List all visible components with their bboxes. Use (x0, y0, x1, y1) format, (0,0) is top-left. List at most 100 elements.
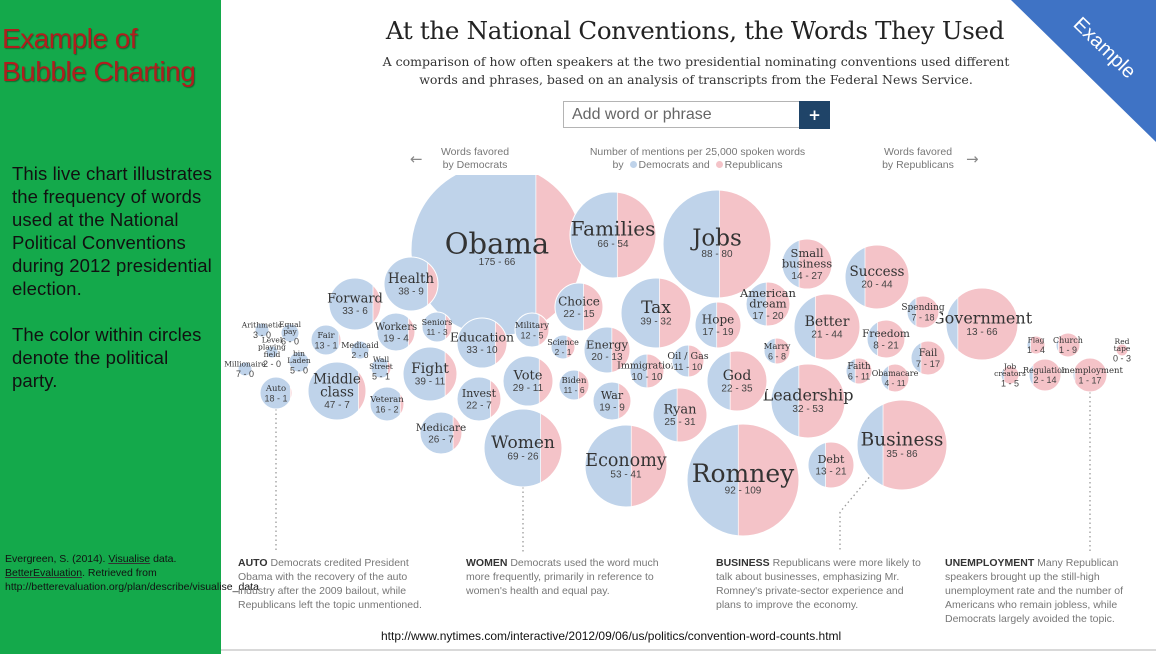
bubble-value-label: 25 - 31 (664, 417, 696, 428)
bubble-word-label: bin (293, 349, 305, 358)
bubble-outline (620, 277, 692, 349)
bubble-outline (906, 295, 940, 329)
bubble-value-label: 14 - 27 (791, 271, 823, 282)
chart-legend: Number of mentions per 25,000 spoken wor… (560, 146, 835, 172)
bubble-dem-share (351, 341, 369, 359)
bubble-value-label: 5 - 1 (372, 372, 390, 382)
citation-link-visualise[interactable]: Visualise (108, 553, 151, 565)
chart-subtitle: A comparison of how often speakers at th… (380, 53, 1012, 89)
bubble-word-label: dream (749, 297, 787, 311)
bubble-value-label: 20 - 13 (591, 352, 623, 363)
bubble-rep-share (1116, 344, 1128, 356)
bubble-rep-share (888, 364, 909, 392)
bubble-dem-share (808, 442, 826, 488)
bubble-rep-share (957, 288, 1018, 360)
bubble-dem-share (881, 364, 889, 392)
bubble-word-label: Forward (327, 292, 383, 307)
bubble-value-label: 3 - 0 (253, 330, 271, 340)
bubble-value-label: 0 - 3 (1113, 354, 1131, 364)
bubble-value-label: 39 - 32 (640, 316, 672, 327)
rep-favored-line2: by Republicans (882, 159, 954, 171)
add-word-button[interactable]: + (799, 101, 830, 129)
bubble-rep-share (490, 377, 501, 421)
bubble-value-label: 7 - 17 (916, 359, 940, 370)
annotation-unemployment: UNEMPLOYMENT Many Republican speakers br… (945, 556, 1135, 626)
bubble-value-label: 33 - 10 (466, 345, 498, 356)
dem-favored-line2: by Democrats (442, 159, 508, 171)
annotation-keyword: BUSINESS (716, 557, 770, 569)
bubble-value-label: 4 - 11 (884, 378, 905, 388)
bubble-outline (910, 340, 946, 376)
bubble-value-label: 22 - 35 (721, 383, 753, 394)
bubble-outline (280, 323, 300, 343)
bubble-word-label: Street (369, 362, 393, 371)
bubble-word-label: Economy (585, 451, 667, 471)
bubble-dem-share (911, 341, 921, 375)
annotation-women: WOMEN Democrats used the word much more … (466, 556, 681, 598)
bubble-outline (421, 311, 453, 343)
bubble-word-label: Workers (375, 322, 417, 333)
bubble-value-label: 5 - 0 (290, 366, 308, 376)
bubble-rep-share (539, 313, 549, 347)
bubble-dem-share (794, 294, 816, 360)
bubble-outline (880, 363, 910, 393)
bubble-word-label: War (601, 389, 624, 402)
legend-and: and (692, 159, 710, 171)
bubble-word-label: Success (850, 264, 905, 280)
bubble-value-label: 7 - 0 (236, 369, 254, 379)
add-word-input[interactable] (563, 101, 799, 128)
sidebar-title-line1: Example of (2, 23, 138, 54)
bubble-dem-share (422, 312, 446, 342)
bubble-value-label: 13 - 1 (314, 340, 337, 350)
bubble-word-label: Job (1003, 362, 1017, 371)
bubble-dem-share (1001, 366, 1004, 384)
bubble-dem-share (746, 282, 767, 326)
bubble-value-label: 17 - 19 (702, 327, 734, 338)
citation-link-betterevaluation[interactable]: BetterEvaluation (5, 567, 83, 579)
bubble-value-label: 16 - 2 (375, 404, 398, 414)
bubble-value-label: 19 - 4 (383, 333, 409, 344)
bubble-outline (259, 376, 293, 410)
bubble-word-label: Spending (901, 303, 944, 313)
bubble-value-label: 12 - 5 (520, 330, 543, 340)
bubble-word-label: Small (791, 246, 824, 260)
bubble-dem-share (281, 324, 299, 342)
bubble-word-label: class (320, 384, 354, 400)
bubble-value-label: 1 - 9 (1059, 345, 1077, 355)
bubble-word-label: Science (547, 338, 579, 347)
bubble-outline (866, 319, 906, 359)
bubble-value-label: 26 - 7 (428, 434, 454, 445)
source-url[interactable]: http://www.nytimes.com/interactive/2012/… (381, 629, 842, 643)
bubble-outline (706, 350, 768, 412)
bubble-word-label: God (723, 368, 752, 384)
bubble-dem-share (308, 362, 359, 420)
bubble-value-label: 39 - 11 (415, 376, 446, 387)
sidebar-panel: Example of Bubble Charting This live cha… (0, 0, 259, 654)
bubble-dem-share (311, 325, 339, 355)
bubble-outline (807, 441, 855, 489)
bubble-word-label: Education (450, 330, 514, 345)
bubble-word-label: Marry (764, 342, 791, 352)
bubble-word-label: Choice (558, 294, 600, 308)
bubble-outline (583, 326, 631, 374)
sidebar-title-line2: Bubble Charting (2, 56, 196, 87)
bubble-value-label: 11 - 3 (426, 327, 447, 337)
